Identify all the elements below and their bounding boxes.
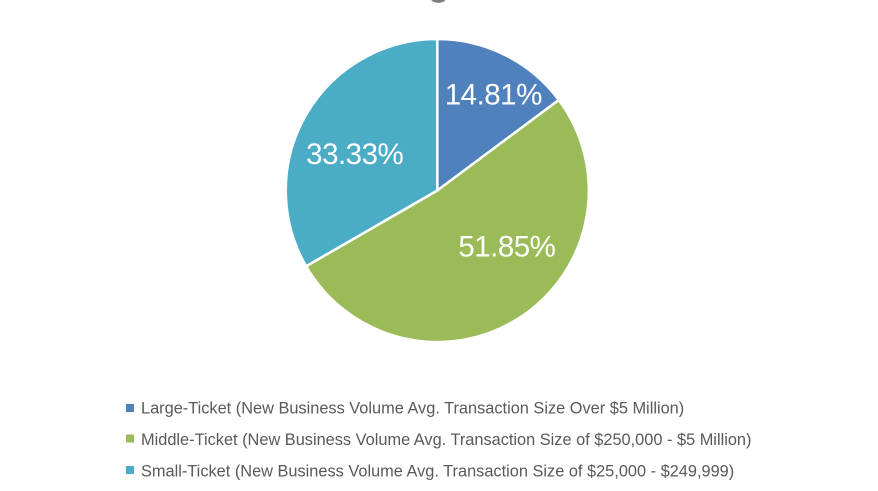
svg-text:Middle-Ticket (New Business Vo: Middle-Ticket (New Business Volume Avg. … — [141, 431, 751, 449]
svg-text:Small-Ticket (New Business Vol: Small-Ticket (New Business Volume Avg. T… — [141, 463, 734, 481]
svg-text:33.33%: 33.33% — [306, 138, 403, 171]
svg-text:51.85%: 51.85% — [458, 230, 555, 263]
svg-text:14.81%: 14.81% — [445, 78, 542, 111]
svg-text:Large-Ticket (New Business Vol: Large-Ticket (New Business Volume Avg. T… — [141, 399, 684, 417]
